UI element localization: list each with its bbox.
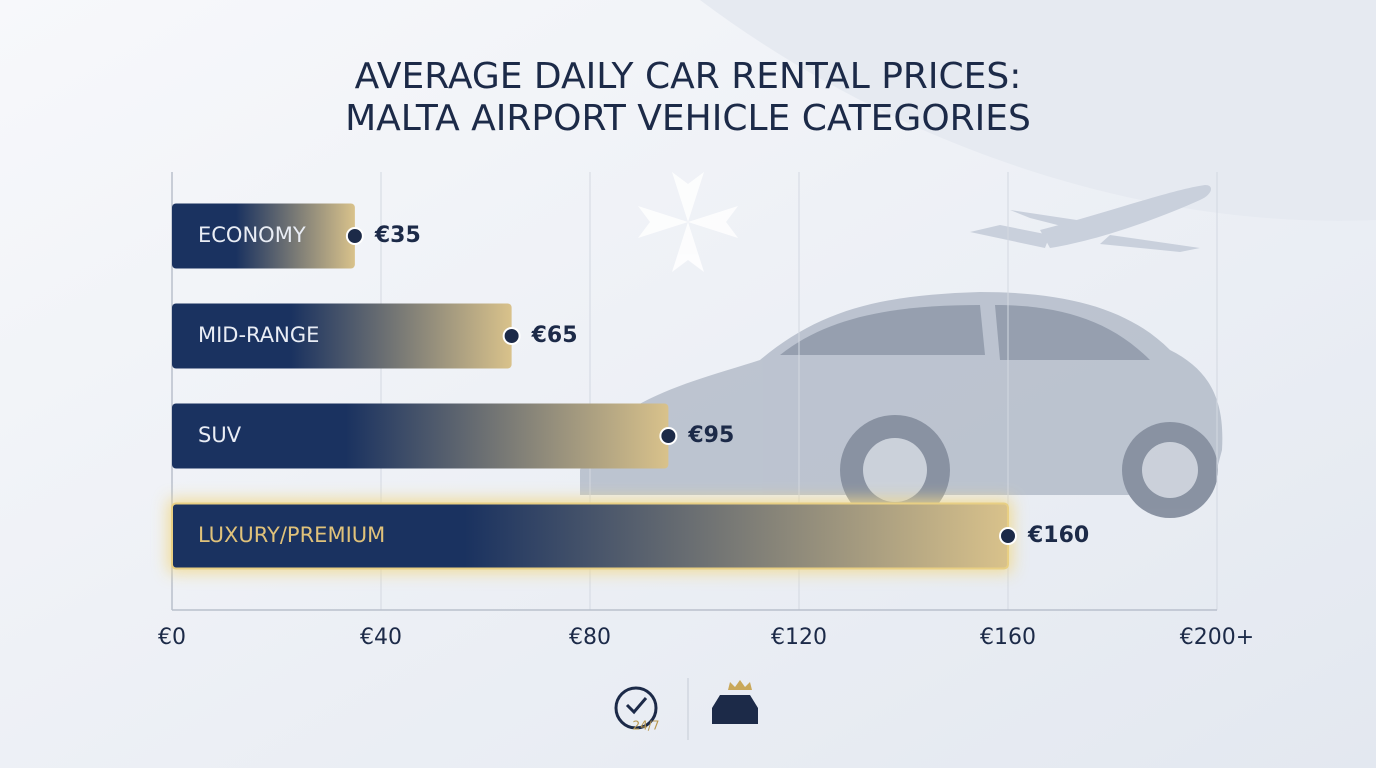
bar [172, 203, 355, 269]
background-swoosh [700, 0, 1376, 221]
value-label: €160 [1027, 523, 1089, 548]
category-label: LUXURY/PREMIUM [198, 523, 385, 547]
value-dot [502, 327, 521, 345]
footer-icons: 24/7 [614, 678, 758, 740]
bar [172, 303, 512, 369]
x-tick-label: €0 [158, 625, 186, 650]
crown-icon [728, 680, 752, 690]
x-tick-label: €40 [360, 625, 402, 650]
car-illustration [580, 292, 1223, 525]
x-tick-label: €80 [569, 625, 611, 650]
check-icon [625, 697, 648, 715]
category-label: ECONOMY [198, 223, 306, 247]
value-dot [999, 527, 1017, 545]
value-label: €95 [687, 423, 734, 448]
bar [172, 403, 669, 469]
car-icon [712, 695, 758, 724]
chart-title: MALTA AIRPORT VEHICLE CATEGORIES [345, 98, 1031, 139]
value-label: €65 [531, 323, 578, 348]
category-label: SUV [198, 423, 242, 447]
airplane [970, 185, 1212, 252]
clock-icon [614, 686, 658, 730]
category-label: MID-RANGE [198, 323, 319, 347]
x-tick-label: €120 [771, 625, 827, 650]
x-tick-label: €200+ [1180, 625, 1254, 650]
chart-title: AVERAGE DAILY CAR RENTAL PRICES: [355, 56, 1022, 97]
badge-label: 24/7 [633, 719, 660, 733]
x-tick-label: €160 [980, 625, 1036, 650]
value-dot [345, 227, 364, 245]
maltese-cross [638, 172, 738, 272]
value-dot [659, 427, 678, 445]
value-label: €35 [374, 223, 421, 248]
